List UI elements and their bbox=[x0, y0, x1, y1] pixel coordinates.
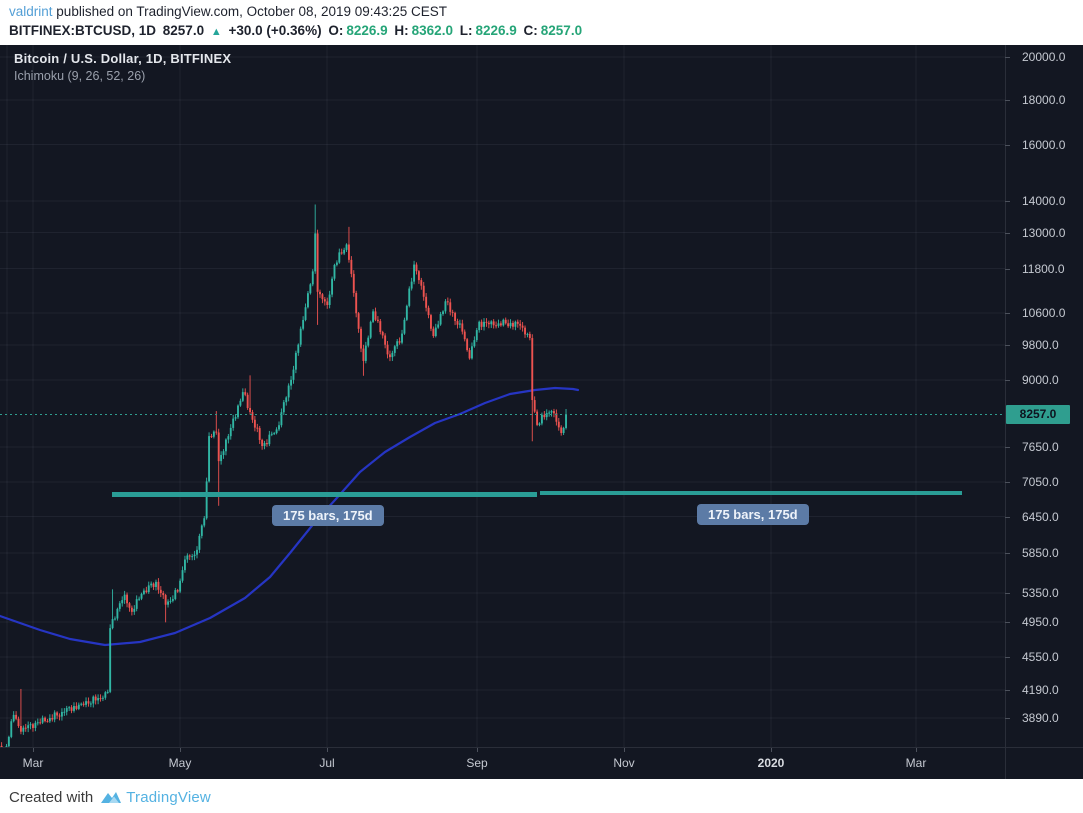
price-axis-label: 14000.0 bbox=[1005, 193, 1083, 209]
price-tick bbox=[1005, 690, 1010, 691]
price-tick bbox=[1005, 313, 1010, 314]
price-tick bbox=[1005, 345, 1010, 346]
open-value: 8226.9 bbox=[346, 23, 388, 38]
high-key: H: bbox=[394, 23, 409, 38]
up-arrow-icon: ▲ bbox=[210, 26, 222, 38]
price-axis-label: 7050.0 bbox=[1005, 474, 1083, 490]
price-tick bbox=[1005, 447, 1010, 448]
time-axis-label: Sep bbox=[466, 756, 488, 770]
price-axis-label: 13000.0 bbox=[1005, 225, 1083, 241]
price-axis-label: 9000.0 bbox=[1005, 372, 1083, 388]
price-tick bbox=[1005, 482, 1010, 483]
time-tick bbox=[33, 748, 34, 752]
time-axis[interactable]: Mar May Jul Sep Nov 2020 Mar bbox=[0, 748, 1005, 779]
publish-line: valdrint published on TradingView.com, O… bbox=[9, 3, 585, 21]
measure-label-badge[interactable]: 175 bars, 175d bbox=[272, 505, 384, 526]
price-axis[interactable]: 20000.0 18000.0 16000.0 14000.0 13000.0 11800… bbox=[1005, 45, 1083, 747]
price-tick bbox=[1005, 57, 1010, 58]
price-axis-label: 5350.0 bbox=[1005, 585, 1083, 601]
time-axis-separator bbox=[0, 747, 1083, 748]
last-price: 8257.0 bbox=[162, 23, 205, 38]
measure-lines[interactable] bbox=[112, 491, 962, 497]
low-value: 8226.9 bbox=[475, 23, 517, 38]
candlestick-plot[interactable] bbox=[0, 45, 1005, 747]
time-axis-label: Jul bbox=[319, 756, 335, 770]
price-change: +30.0 (+0.36%) bbox=[228, 23, 322, 38]
time-tick bbox=[624, 748, 625, 752]
price-tick bbox=[1005, 553, 1010, 554]
price-tick bbox=[1005, 622, 1010, 623]
time-axis-label: Mar bbox=[905, 756, 927, 770]
time-axis-label: 2020 bbox=[757, 756, 785, 770]
price-tick bbox=[1005, 232, 1010, 234]
price-axis-label: 11800.0 bbox=[1005, 261, 1083, 277]
price-axis-label: 7650.0 bbox=[1005, 439, 1083, 455]
price-tick bbox=[1005, 144, 1010, 146]
price-axis-label: 4550.0 bbox=[1005, 649, 1083, 665]
ichimoku-baseline-curve[interactable] bbox=[0, 386, 580, 647]
time-tick bbox=[771, 748, 772, 752]
price-tick bbox=[1005, 201, 1010, 202]
price-axis-separator bbox=[1005, 45, 1006, 779]
measure-label-badge[interactable]: 175 bars, 175d bbox=[697, 504, 809, 525]
price-tick bbox=[1005, 268, 1010, 270]
tradingview-logo-icon bbox=[101, 791, 122, 803]
author-link[interactable]: valdrint bbox=[9, 4, 53, 19]
tradingview-brand-link[interactable]: TradingView bbox=[126, 788, 211, 806]
footer: Created with TradingView bbox=[9, 785, 211, 809]
price-axis-label: 4190.0 bbox=[1005, 682, 1083, 698]
publish-header: valdrint published on TradingView.com, O… bbox=[9, 3, 585, 41]
price-tick bbox=[1005, 100, 1010, 101]
price-axis-label: 4950.0 bbox=[1005, 614, 1083, 630]
price-tick bbox=[1005, 593, 1010, 594]
price-axis-label: 9800.0 bbox=[1005, 337, 1083, 353]
price-axis-label: 3890.0 bbox=[1005, 710, 1083, 726]
price-axis-label: 16000.0 bbox=[1005, 137, 1083, 153]
ohlc-bar: BITFINEX:BTCUSD, 1D 8257.0 ▲ +30.0 (+0.3… bbox=[9, 22, 585, 41]
price-axis-label: 10600.0 bbox=[1005, 305, 1083, 321]
gridlines bbox=[0, 45, 1005, 747]
created-with-text: Created with bbox=[9, 788, 94, 806]
time-tick bbox=[327, 748, 328, 752]
time-tick bbox=[477, 748, 478, 752]
price-tick bbox=[1005, 657, 1010, 658]
high-value: 8362.0 bbox=[411, 23, 453, 38]
price-tick bbox=[1005, 516, 1010, 518]
symbol-title: BITFINEX:BTCUSD, 1D bbox=[9, 23, 157, 38]
price-tick bbox=[1005, 718, 1010, 719]
time-axis-label: Mar bbox=[22, 756, 44, 770]
close-value: 8257.0 bbox=[540, 23, 583, 38]
price-axis-label: 6450.0 bbox=[1005, 509, 1083, 525]
time-axis-label: Nov bbox=[613, 756, 635, 770]
time-tick bbox=[180, 748, 181, 752]
price-axis-label: 20000.0 bbox=[1005, 49, 1083, 65]
low-key: L: bbox=[459, 23, 473, 38]
price-axis-label: 5850.0 bbox=[1005, 545, 1083, 561]
chart-area: Bitcoin / U.S. Dollar, 1D, BITFINEX Ichi… bbox=[0, 45, 1083, 779]
publish-info: published on TradingView.com, October 08… bbox=[56, 4, 448, 19]
last-price-label: 8257.0 bbox=[1006, 405, 1070, 424]
close-key: C: bbox=[523, 23, 538, 38]
candles bbox=[0, 204, 567, 747]
time-tick bbox=[916, 748, 917, 752]
open-key: O: bbox=[328, 23, 344, 38]
price-axis-label: 18000.0 bbox=[1005, 92, 1083, 108]
price-tick bbox=[1005, 380, 1010, 381]
time-axis-label: May bbox=[168, 756, 192, 770]
